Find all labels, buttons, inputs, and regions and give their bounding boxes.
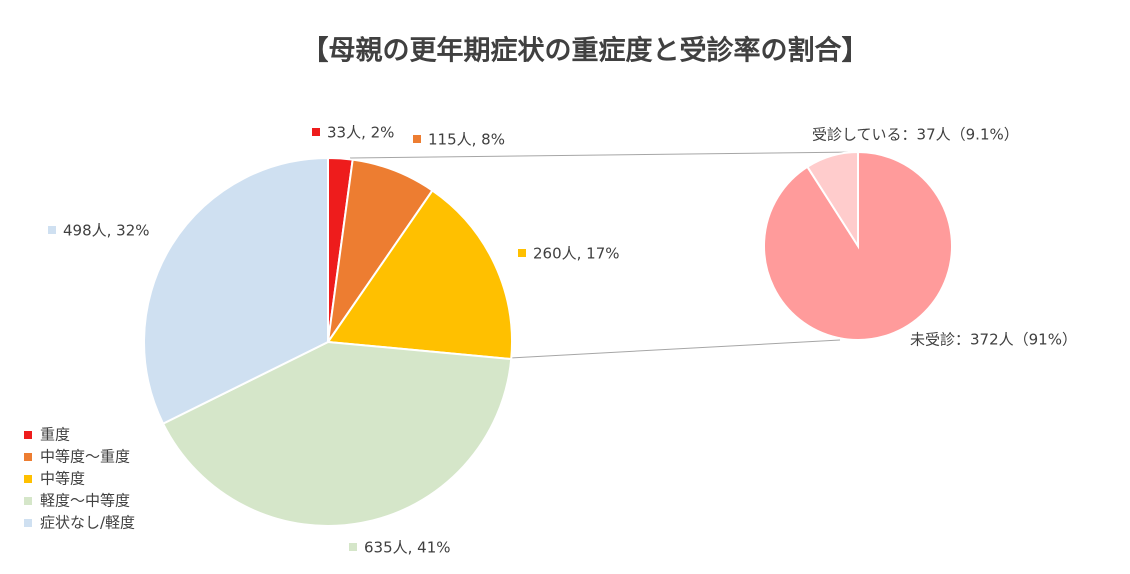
legend-marker (24, 519, 32, 527)
data-label: 635人, 41% (364, 539, 451, 557)
label-marker (48, 226, 56, 234)
data-label: 未受診：372人（91%） (910, 331, 1077, 349)
pie-slice (806, 150, 859, 250)
data-label: 498人, 32% (63, 222, 150, 240)
legend-marker (24, 431, 32, 439)
label-marker (312, 128, 320, 136)
label-marker (413, 135, 421, 143)
connector-line (349, 151, 859, 159)
pie-slice (326, 189, 513, 361)
legend-label: 中等度 (40, 470, 85, 488)
chart-title: 【母親の更年期症状の重症度と受診率の割合】 (302, 35, 869, 67)
legend-label: 重度 (40, 426, 70, 444)
legend-label: 軽度～中等度 (40, 492, 130, 510)
legend-label: 症状なし/軽度 (40, 514, 135, 532)
connector-line (509, 339, 841, 359)
data-label: 受診している：37人（9.1%） (812, 126, 1019, 144)
data-label: 115人, 8% (428, 131, 505, 149)
data-label: 260人, 17% (533, 245, 620, 263)
legend-marker (24, 497, 32, 505)
label-marker (349, 543, 357, 551)
label-marker (518, 249, 526, 257)
pie-slice (161, 340, 513, 527)
legend-marker (24, 475, 32, 483)
legend-marker (24, 453, 32, 461)
pie-slice (143, 156, 329, 425)
data-label: 33人, 2% (327, 124, 394, 142)
legend-label: 中等度～重度 (40, 448, 130, 466)
